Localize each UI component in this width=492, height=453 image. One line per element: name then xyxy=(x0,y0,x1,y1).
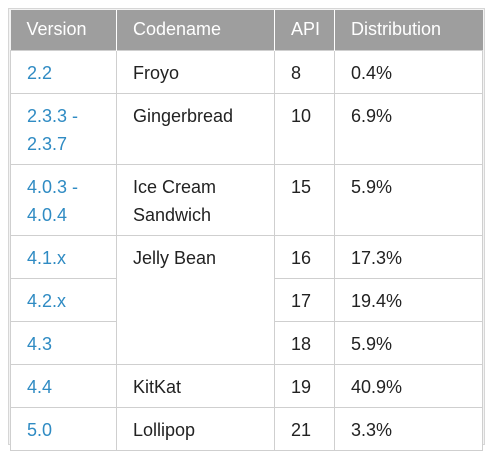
distribution-cell: 17.3% xyxy=(334,234,483,279)
header-codename: Codename xyxy=(116,10,275,50)
header-row: Version Codename API Distribution xyxy=(10,10,483,50)
version-link[interactable]: 5.0 xyxy=(10,406,117,451)
table-row: 4.0.3 - 4.0.4 Ice Cream Sandwich 15 5.9% xyxy=(10,163,483,236)
version-link[interactable]: 4.0.3 - 4.0.4 xyxy=(10,163,117,236)
distribution-cell: 0.4% xyxy=(334,49,483,94)
table-row: 4.4 KitKat 19 40.9% xyxy=(10,363,483,408)
table-row: 5.0 Lollipop 21 3.3% xyxy=(10,406,483,451)
header-distribution: Distribution xyxy=(334,10,483,50)
codename-cell: Lollipop xyxy=(116,406,275,451)
table-row: 4.3 18 5.9% xyxy=(10,320,483,365)
codename-cell: Ice Cream Sandwich xyxy=(116,163,275,236)
distribution-table: Version Codename API Distribution 2.2 Fr… xyxy=(10,10,483,451)
api-cell: 21 xyxy=(274,406,335,451)
api-cell: 15 xyxy=(274,163,335,236)
version-link[interactable]: 2.2 xyxy=(10,49,117,94)
version-link[interactable]: 4.4 xyxy=(10,363,117,408)
codename-cell: Froyo xyxy=(116,49,275,94)
version-link[interactable]: 4.3 xyxy=(10,320,117,365)
header-api: API xyxy=(274,10,335,50)
codename-cell: KitKat xyxy=(116,363,275,408)
api-cell: 16 xyxy=(274,234,335,279)
table-row: 4.2.x 17 19.4% xyxy=(10,277,483,322)
version-link[interactable]: 2.3.3 - 2.3.7 xyxy=(10,92,117,165)
version-link[interactable]: 4.2.x xyxy=(10,277,117,322)
header-version: Version xyxy=(10,10,117,50)
distribution-cell: 5.9% xyxy=(334,320,483,365)
distribution-cell: 40.9% xyxy=(334,363,483,408)
api-cell: 8 xyxy=(274,49,335,94)
table-row: 2.3.3 - 2.3.7 Gingerbread 10 6.9% xyxy=(10,92,483,165)
codename-cell: Jelly Bean xyxy=(116,234,275,365)
api-cell: 17 xyxy=(274,277,335,322)
distribution-cell: 19.4% xyxy=(334,277,483,322)
distribution-cell: 5.9% xyxy=(334,163,483,236)
version-link[interactable]: 4.1.x xyxy=(10,234,117,279)
distribution-cell: 3.3% xyxy=(334,406,483,451)
distribution-cell: 6.9% xyxy=(334,92,483,165)
table-row: 4.1.x Jelly Bean 16 17.3% xyxy=(10,234,483,365)
codename-cell: Gingerbread xyxy=(116,92,275,165)
api-cell: 10 xyxy=(274,92,335,165)
api-cell: 19 xyxy=(274,363,335,408)
api-cell: 18 xyxy=(274,320,335,365)
table-row: 2.2 Froyo 8 0.4% xyxy=(10,49,483,94)
